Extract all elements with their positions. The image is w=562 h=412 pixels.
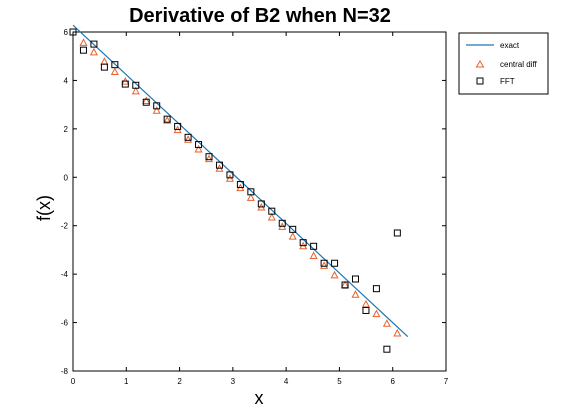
x-tick-label: 7: [444, 377, 449, 386]
x-axis-label: x: [255, 388, 264, 408]
y-tick-label: -2: [61, 222, 69, 231]
y-axis-label: f(x): [34, 195, 54, 221]
legend: exact central diff FFT: [459, 33, 548, 94]
x-tick-label: 1: [124, 377, 129, 386]
chart-title: Derivative of B2 when N=32: [129, 5, 391, 27]
legend-exact-label: exact: [500, 41, 520, 50]
x-tick-label: 2: [177, 377, 182, 386]
y-tick-label: -6: [61, 319, 69, 328]
y-tick-label: 2: [64, 125, 69, 134]
y-tick-label: -4: [61, 270, 69, 279]
x-tick-label: 5: [337, 377, 342, 386]
y-tick-label: 6: [64, 28, 69, 37]
legend-fft-label: FFT: [500, 77, 515, 86]
y-tick-label: -8: [61, 367, 69, 376]
x-tick-label: 4: [284, 377, 289, 386]
y-tick-label: 4: [64, 76, 69, 85]
x-tick-label: 0: [71, 377, 76, 386]
x-tick-label: 6: [390, 377, 395, 386]
y-tick-label: 0: [64, 173, 69, 182]
legend-central-diff-label: central diff: [500, 60, 538, 69]
x-tick-label: 3: [231, 377, 236, 386]
